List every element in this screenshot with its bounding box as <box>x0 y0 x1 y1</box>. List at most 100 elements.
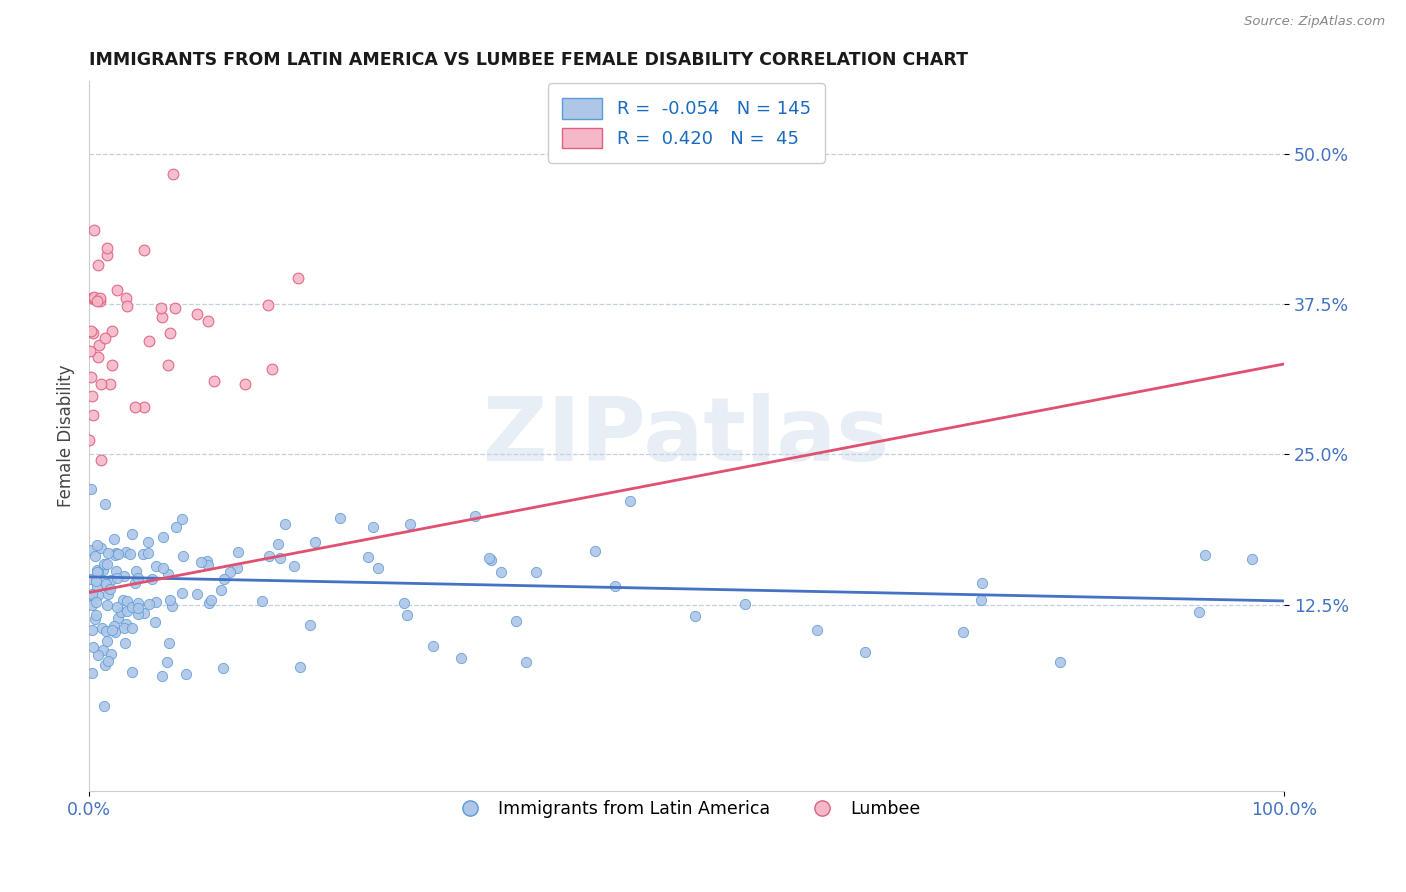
Point <box>152 561 174 575</box>
Point <box>124 400 146 414</box>
Point <box>114 636 136 650</box>
Point <box>172 512 194 526</box>
Point <box>186 307 208 321</box>
Point <box>138 598 160 612</box>
Point <box>83 290 105 304</box>
Point <box>91 621 114 635</box>
Point <box>132 547 155 561</box>
Point <box>87 565 110 579</box>
Point <box>198 596 221 610</box>
Point <box>111 593 134 607</box>
Point <box>361 520 384 534</box>
Point <box>93 698 115 713</box>
Point <box>505 615 527 629</box>
Point <box>87 588 110 602</box>
Point <box>79 324 101 338</box>
Point <box>93 574 115 588</box>
Text: ZIPatlas: ZIPatlas <box>484 392 890 480</box>
Point <box>107 547 129 561</box>
Point <box>197 558 219 573</box>
Point <box>103 619 125 633</box>
Point <box>96 248 118 262</box>
Point <box>105 546 128 560</box>
Point <box>136 546 159 560</box>
Point <box>357 549 380 564</box>
Point <box>89 293 111 308</box>
Point <box>685 608 707 623</box>
Point <box>83 223 105 237</box>
Point <box>141 572 163 586</box>
Point <box>105 283 128 297</box>
Point <box>422 639 444 653</box>
Point <box>97 655 120 669</box>
Point <box>329 511 352 525</box>
Point <box>86 293 108 308</box>
Point <box>165 520 187 534</box>
Point <box>93 557 115 571</box>
Point <box>84 574 107 588</box>
Point <box>94 331 117 345</box>
Point <box>145 594 167 608</box>
Point <box>79 369 101 384</box>
Point <box>83 612 105 626</box>
Point <box>1188 605 1211 619</box>
Point <box>734 597 756 611</box>
Point <box>87 338 110 352</box>
Point <box>115 604 138 618</box>
Text: IMMIGRANTS FROM LATIN AMERICA VS LUMBEE FEMALE DISABILITY CORRELATION CHART: IMMIGRANTS FROM LATIN AMERICA VS LUMBEE … <box>89 51 969 69</box>
Point <box>605 579 627 593</box>
Point <box>464 508 486 523</box>
Point <box>250 593 273 607</box>
Point <box>524 565 547 579</box>
Point <box>96 598 118 612</box>
Point <box>127 607 149 621</box>
Point <box>163 301 186 316</box>
Point <box>91 563 114 577</box>
Point <box>1049 655 1071 669</box>
Point <box>112 568 135 582</box>
Point <box>136 535 159 549</box>
Point <box>101 325 124 339</box>
Point <box>103 532 125 546</box>
Point <box>94 577 117 591</box>
Point <box>104 625 127 640</box>
Point <box>96 634 118 648</box>
Point <box>156 567 179 582</box>
Point <box>87 258 110 272</box>
Point <box>96 241 118 255</box>
Point <box>97 546 120 560</box>
Point <box>267 536 290 550</box>
Point <box>83 291 105 305</box>
Point <box>114 292 136 306</box>
Point <box>84 608 107 623</box>
Text: Source: ZipAtlas.com: Source: ZipAtlas.com <box>1244 15 1385 28</box>
Point <box>105 571 128 585</box>
Point <box>218 565 240 579</box>
Point <box>228 545 250 559</box>
Point <box>1194 548 1216 562</box>
Point <box>157 358 180 372</box>
Point <box>80 666 103 681</box>
Point <box>489 565 512 579</box>
Point <box>478 551 501 566</box>
Point <box>269 550 291 565</box>
Point <box>107 610 129 624</box>
Point <box>197 314 219 328</box>
Point <box>479 553 502 567</box>
Point <box>82 598 104 612</box>
Point <box>90 377 112 392</box>
Point <box>132 243 155 257</box>
Point <box>82 326 104 340</box>
Point <box>86 565 108 579</box>
Point <box>170 586 193 600</box>
Point <box>127 571 149 585</box>
Point <box>98 582 121 596</box>
Point <box>583 543 606 558</box>
Point <box>100 647 122 661</box>
Point <box>394 596 416 610</box>
Point <box>226 560 249 574</box>
Point <box>80 389 103 403</box>
Point <box>82 587 104 601</box>
Point <box>115 545 138 559</box>
Point <box>90 453 112 467</box>
